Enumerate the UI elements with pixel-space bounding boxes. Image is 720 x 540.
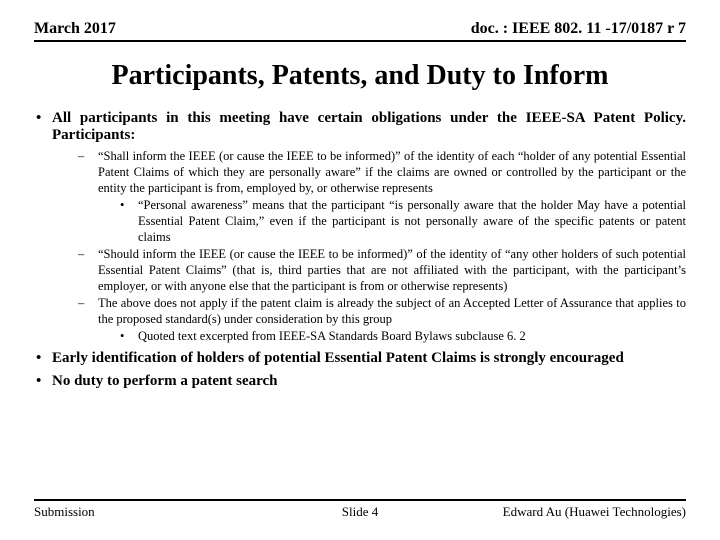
footer-left: Submission — [34, 504, 95, 520]
footer-row: Submission Slide 4 Edward Au (Huawei Tec… — [34, 499, 686, 520]
bullet-item: No duty to perform a patent search — [34, 373, 686, 390]
sub-bullet-item: “Should inform the IEEE (or cause the IE… — [78, 246, 686, 294]
sub-bullet-item: “Shall inform the IEEE (or cause the IEE… — [78, 148, 686, 245]
sub-sub-bullet-item: Quoted text excerpted from IEEE-SA Stand… — [120, 328, 686, 344]
sub-sub-bullet-list: Quoted text excerpted from IEEE-SA Stand… — [98, 328, 686, 344]
sub-bullet-text: “Should inform the IEEE (or cause the IE… — [98, 247, 686, 293]
footer-slide-number: Slide 4 — [342, 504, 378, 520]
sub-sub-bullet-item: “Personal awareness” means that the part… — [120, 197, 686, 245]
header-row: March 2017 doc. : IEEE 802. 11 -17/0187 … — [34, 20, 686, 42]
bullet-text: Early identification of holders of poten… — [52, 350, 624, 366]
sub-bullet-list: “Shall inform the IEEE (or cause the IEE… — [52, 148, 686, 344]
sub-sub-bullet-text: “Personal awareness” means that the part… — [138, 198, 686, 244]
sub-bullet-item: The above does not apply if the patent c… — [78, 295, 686, 344]
bullet-list: All participants in this meeting have ce… — [34, 110, 686, 390]
header-docnum: doc. : IEEE 802. 11 -17/0187 r 7 — [471, 20, 686, 38]
page-title: Participants, Patents, and Duty to Infor… — [34, 60, 686, 92]
sub-bullet-text: “Shall inform the IEEE (or cause the IEE… — [98, 149, 686, 195]
sub-sub-bullet-list: “Personal awareness” means that the part… — [98, 197, 686, 245]
bullet-item: Early identification of holders of poten… — [34, 350, 686, 367]
sub-sub-bullet-text: Quoted text excerpted from IEEE-SA Stand… — [138, 329, 526, 343]
bullet-text: All participants in this meeting have ce… — [52, 110, 686, 143]
sub-bullet-text: The above does not apply if the patent c… — [98, 296, 686, 326]
footer-author: Edward Au (Huawei Technologies) — [503, 504, 686, 520]
bullet-item: All participants in this meeting have ce… — [34, 110, 686, 344]
header-date: March 2017 — [34, 20, 116, 38]
bullet-text: No duty to perform a patent search — [52, 373, 278, 389]
